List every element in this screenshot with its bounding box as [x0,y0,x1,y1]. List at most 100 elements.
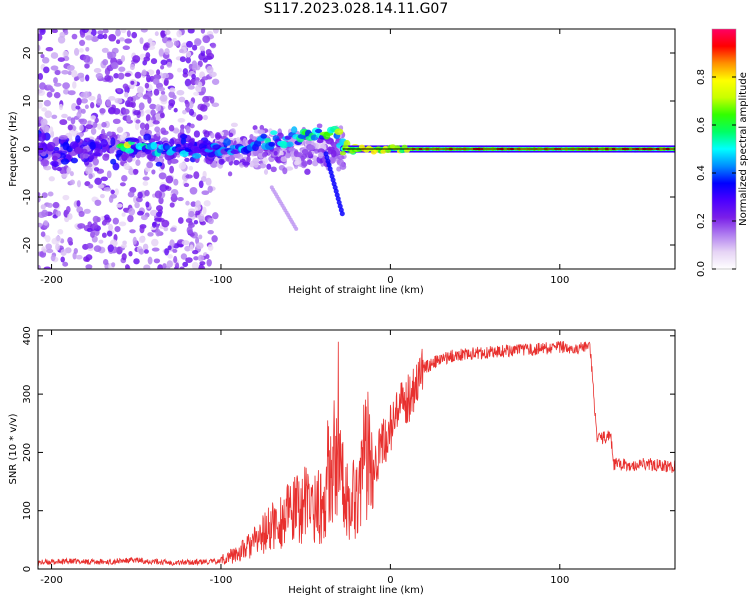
spectrogram-cell [154,31,159,37]
spectrogram-cell [51,114,58,119]
spectrogram-cell [209,96,215,104]
spectrogram-cell [185,257,193,263]
spectrogram-cell [191,63,198,72]
spectrogram-cell [51,29,58,34]
spectrogram-cell [41,107,48,112]
spectrogram-cell [50,65,59,71]
spectrogram-cell [279,141,289,149]
spectrogram-cell [80,108,86,114]
spectrogram-cell [135,159,141,166]
spectrogram-cell [67,236,73,244]
spectrogram-cell [108,223,114,231]
spectrogram-cell [129,229,136,234]
spectrogram-cell [133,109,141,116]
spectrogram-cell [150,41,156,47]
spectrogram-cell [168,99,176,107]
spectrogram-cell [286,141,294,148]
spectrogram-cell [106,230,113,237]
spectrogram-cell [143,264,151,269]
spectrogram-cell [177,197,184,202]
colorbar-tick-label: 0.6 [696,117,707,133]
spectrogram-cell [263,169,269,175]
spectrogram-cell [339,151,346,156]
spectrogram-cell [177,67,182,73]
spectrogram-cell [87,120,92,125]
spectrogram-cell [127,214,134,223]
spectrogram-cell [201,190,210,196]
spectrogram-cell [156,211,162,217]
spectrogram-cell [139,37,144,45]
spectrogram-cell [212,144,222,150]
spectrogram-cell [198,265,206,269]
spectrogram-cell [157,264,164,269]
spectrogram-cell [134,71,142,79]
spectrogram-cell [54,69,61,76]
spectrogram-cell [76,97,82,106]
spectrogram-cell [188,210,195,218]
spectrogram-cell [120,55,126,63]
spectrogram-cell [101,121,107,128]
spectrogram-cell [189,187,198,195]
spectrogram-cell [38,102,43,109]
spectrogram-cell [149,103,157,110]
spectrogram-cell [253,140,262,147]
spectrogram-cell [111,262,116,268]
spectrogram-cell [328,170,334,175]
spectrogram-cell [145,74,151,83]
spectrogram-y-tick-label: 0 [22,146,33,152]
spectrogram-cell [134,122,140,131]
spectrogram-cell [307,145,316,151]
spectrogram-cell [69,171,74,177]
spectrogram-cell [79,124,84,132]
spectrogram-cell [172,248,178,253]
spectrogram-cell [81,29,89,34]
spectrogram-cell [101,47,109,53]
spectrogram-cell [315,128,323,134]
spectrogram-cell [118,66,126,72]
spectrogram-cell [198,180,204,189]
spectrogram-cell [121,175,128,182]
spectrogram-cell [50,52,59,59]
spectrogram-cell [38,265,41,269]
spectrogram-cell [173,255,178,264]
spectrogram-cell [131,31,138,39]
spectrogram-cell [294,226,299,231]
spectrogram-cell [120,29,127,34]
spectrogram-cell [184,245,191,252]
spectrogram-cell [330,177,336,183]
spectrogram-cell [213,29,219,34]
spectrogram-cell [121,253,127,261]
spectrogram-cell [74,47,80,56]
spectrogram-y-label: Frequency (Hz) [8,111,19,187]
spectrogram-cell [134,201,140,209]
spectrogram-cell [43,99,51,107]
spectrogram-cell [160,30,166,39]
snr-frame [37,329,676,570]
spectrogram-y-tick-label: 10 [22,95,33,108]
spectrogram-cell [223,138,231,146]
spectrogram-cell [77,223,86,229]
spectrogram-cell [45,235,51,243]
spectrogram-cell [106,131,113,137]
spectrogram-cell [133,258,140,265]
spectrogram-cell [192,249,199,255]
spectrogram-cell [128,250,133,257]
spectrogram-cell [150,141,158,150]
snr-x-tick-label: -100 [210,575,233,586]
spectrogram-cell [47,191,54,197]
spectrogram-cell [88,184,94,189]
spectrogram-cell [88,173,93,180]
spectrogram-cell [178,48,184,54]
spectrogram-cell [137,210,144,216]
spectrogram-cell [48,176,55,182]
spectrogram-cell [179,266,185,269]
spectrogram-cell [122,207,129,212]
spectrogram-cell [57,35,66,44]
spectrogram-cell [73,248,78,254]
spectrogram-cell [227,171,233,177]
spectrogram-cell [230,122,238,128]
spectrogram-cell [102,153,110,161]
spectrogram-cell [93,245,102,252]
spectrogram-cell [189,123,195,129]
